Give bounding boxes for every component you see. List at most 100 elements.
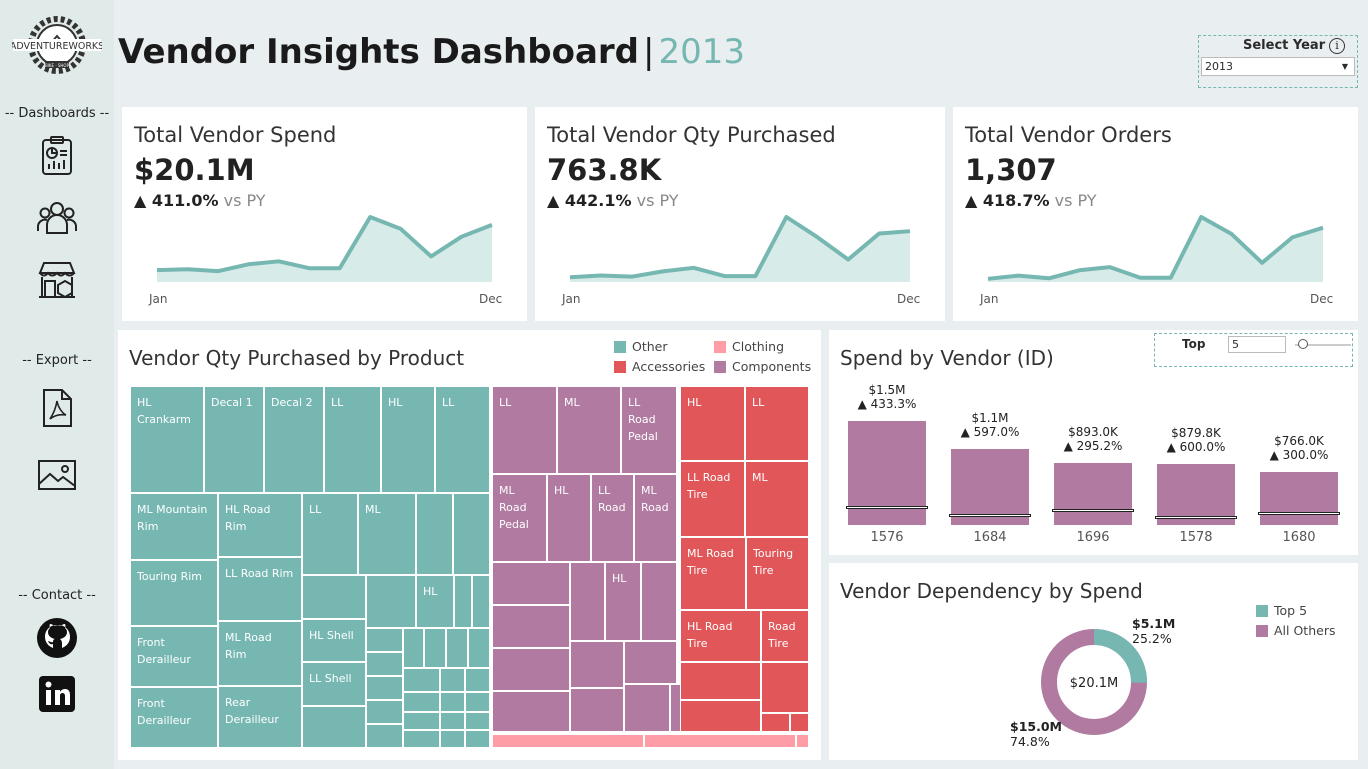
vendor-store-icon[interactable] [36,259,78,301]
treemap-tile[interactable] [366,700,403,724]
treemap-tile[interactable]: HL [416,575,454,628]
treemap-tile[interactable]: ML Road Tire [680,537,746,610]
treemap-tile[interactable] [465,712,490,730]
treemap-tile[interactable] [492,562,570,605]
treemap-tile[interactable] [796,734,809,748]
treemap-tile[interactable] [446,628,468,668]
treemap-tile[interactable] [453,493,490,575]
treemap-tile[interactable] [680,662,761,700]
vendor-bar[interactable] [1157,464,1235,525]
treemap-tile[interactable] [492,734,644,748]
treemap-tile[interactable] [790,713,809,732]
vendor-bar[interactable] [1260,471,1338,525]
treemap-tile[interactable]: LL Road [591,474,634,562]
treemap-tile[interactable]: LL Road Pedal [621,386,677,474]
treemap-tile[interactable] [366,724,403,748]
treemap-tile[interactable] [416,493,453,575]
treemap-tile[interactable] [302,575,366,619]
treemap-tile[interactable]: ML Road [634,474,677,562]
treemap-tile[interactable]: LL Shell [302,662,366,706]
treemap-tile[interactable] [492,648,570,691]
treemap-tile[interactable]: ML [557,386,621,474]
treemap-tile[interactable] [624,684,670,732]
treemap-tile[interactable] [761,662,809,713]
treemap-tile[interactable]: Front Derailleur [130,626,218,687]
treemap-tile[interactable] [366,652,403,676]
treemap-tile[interactable] [366,676,403,700]
treemap-tile[interactable]: Decal 1 [204,386,264,493]
treemap-tile[interactable]: LL Road Tire [680,461,745,537]
legend-item-accessories[interactable]: Accessories [614,359,705,374]
treemap-tile[interactable]: HL Road Rim [218,493,302,557]
legend-item-other[interactable]: Other [614,339,668,354]
treemap-tile[interactable]: ML Road Pedal [492,474,547,562]
treemap-tile[interactable] [624,641,677,684]
treemap-tile[interactable]: HL [381,386,435,493]
treemap-tile[interactable]: HL [680,386,745,461]
treemap-tile[interactable] [440,712,465,730]
treemap-tile[interactable] [403,730,440,748]
report-dashboard-icon[interactable] [36,135,78,177]
legend-item-components[interactable]: Components [714,359,811,374]
treemap-tile[interactable] [492,691,570,732]
treemap-tile[interactable]: HL Crankarm [130,386,204,493]
treemap-tile[interactable]: LL [324,386,381,493]
treemap-tile[interactable] [465,730,490,748]
linkedin-icon[interactable] [36,673,78,715]
treemap-tile[interactable] [570,688,624,732]
treemap-tile[interactable]: Touring Tire [746,537,809,610]
treemap-tile[interactable] [454,575,472,628]
treemap-tile[interactable] [570,562,605,641]
treemap-tile[interactable] [680,700,761,732]
treemap-tile[interactable]: HL [605,562,641,641]
treemap-tile[interactable] [641,562,677,641]
export-pdf-icon[interactable] [36,387,78,429]
treemap-tile[interactable] [403,628,424,668]
treemap-tile[interactable] [465,668,490,692]
treemap-tile[interactable] [570,641,624,688]
donut-slice-top5[interactable] [1041,629,1147,735]
sparkline-line[interactable] [156,215,493,274]
vendor-bar[interactable] [848,421,926,525]
info-icon[interactable]: i [1329,38,1345,54]
year-select-dropdown[interactable]: 2013 ▼ [1201,57,1355,76]
legend-item-top5[interactable]: Top 5 [1256,603,1307,618]
vendor-bar[interactable] [951,448,1029,525]
treemap-tile[interactable] [468,628,490,668]
treemap-tile[interactable]: LL [435,386,490,493]
treemap-tile[interactable]: Rear Derailleur [218,686,302,748]
legend-item-all-others[interactable]: All Others [1256,623,1335,638]
customers-group-icon[interactable] [36,197,78,239]
treemap-tile[interactable] [403,692,440,712]
legend-item-clothing[interactable]: Clothing [714,339,784,354]
top-n-slider-handle[interactable] [1298,339,1308,349]
top-n-slider-track[interactable] [1295,344,1351,346]
top-n-input[interactable]: 5 [1228,336,1286,353]
treemap-tile[interactable] [302,706,366,748]
treemap-tile[interactable] [440,730,465,748]
treemap-tile[interactable]: Decal 2 [264,386,324,493]
treemap-tile[interactable] [366,628,403,652]
treemap-tile[interactable] [761,713,790,732]
treemap-tile[interactable] [424,628,446,668]
treemap-tile[interactable]: HL [547,474,591,562]
treemap-tile[interactable]: HL Road Tire [680,610,761,662]
treemap-tile[interactable]: ML [358,493,416,575]
treemap-tile[interactable] [403,668,440,692]
export-image-icon[interactable] [36,454,78,496]
treemap-tile[interactable] [644,734,796,748]
treemap-tile[interactable] [366,575,416,628]
treemap-tile[interactable] [472,575,490,628]
treemap-tile[interactable] [440,692,465,712]
sparkline-line[interactable] [569,215,911,280]
treemap-tile[interactable]: Front Derailleur [130,687,218,748]
treemap-tile[interactable]: ML Mountain Rim [130,493,218,560]
treemap-tile[interactable] [492,605,570,648]
vendor-bar[interactable] [1054,463,1132,525]
treemap-tile[interactable]: LL [492,386,557,474]
treemap-tile[interactable]: Road Tire [761,610,809,662]
github-icon[interactable] [36,617,78,659]
treemap-tile[interactable]: LL [302,493,358,575]
treemap-tile[interactable] [403,712,440,730]
treemap-tile[interactable]: ML [745,461,809,537]
